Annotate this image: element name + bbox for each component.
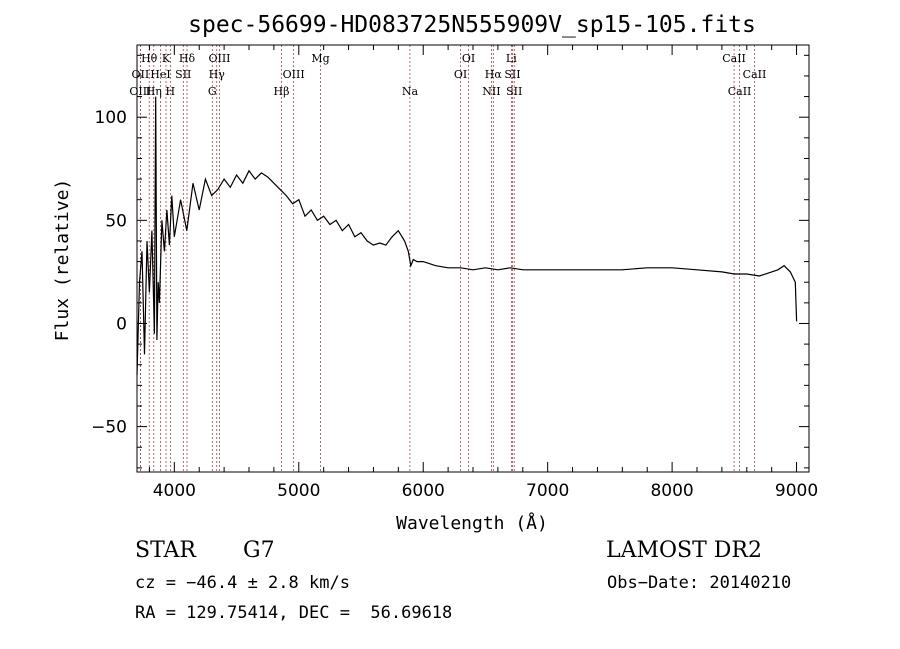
line-label-SII: SII — [504, 68, 520, 81]
observation-date: Obs−Date: 20140210 — [607, 573, 792, 593]
line-label-Li: Li — [506, 52, 517, 65]
line-label-Hα: Hα — [485, 68, 503, 81]
spectrum-line — [136, 96, 798, 376]
line-label-H: H — [166, 85, 176, 98]
line-label-OIII: OIII — [283, 68, 305, 81]
line-label-NII: NII — [482, 85, 500, 98]
x-tick-label: 8000 — [650, 481, 693, 501]
y-tick-label: 100 — [95, 108, 127, 128]
chart-title: spec-56699-HD083725N555909V_sp15-105.fit… — [188, 12, 756, 38]
line-label-G: G — [208, 85, 217, 98]
x-tick-label: 7000 — [526, 481, 569, 501]
survey-name: LAMOST DR2 — [606, 538, 762, 563]
coordinates: RA = 129.75414, DEC = 56.69618 — [135, 603, 453, 623]
line-label-HeI: HeI — [150, 68, 170, 81]
line-label-CaII: CaII — [743, 68, 767, 81]
line-label-OI: OI — [454, 68, 467, 81]
y-tick-label: 0 — [116, 314, 127, 334]
line-label-OI: OI — [462, 52, 475, 65]
line-label-Hδ: Hδ — [179, 52, 196, 65]
line-label-CaII: CaII — [728, 85, 752, 98]
y-axis-ticks: −50 0 50 100 — [91, 54, 809, 469]
line-label-SII: SII — [175, 68, 191, 81]
y-tick-label: −50 — [91, 418, 127, 438]
line-label-K: K — [162, 52, 171, 65]
object-class: STAR — [135, 538, 196, 563]
line-label-OIII: OIII — [208, 52, 230, 65]
x-tick-label: 4000 — [153, 481, 196, 501]
x-axis-label: Wavelength (Å) — [396, 512, 548, 534]
y-axis-label: Flux (relative) — [52, 179, 73, 342]
x-tick-label: 9000 — [775, 481, 818, 501]
line-label-Hγ: Hγ — [209, 68, 226, 81]
line-label-OII: OII — [132, 68, 150, 81]
line-label-Mg: Mg — [311, 52, 329, 65]
line-label-Na: Na — [402, 85, 419, 98]
line-label-Hη: Hη — [146, 85, 162, 98]
line-label-Hθ: Hθ — [141, 52, 158, 65]
line-label-CaII: CaII — [722, 52, 746, 65]
x-tick-label: 5000 — [277, 481, 320, 501]
redshift-velocity: cz = −46.4 ± 2.8 km/s — [135, 573, 350, 593]
line-label-Hβ: Hβ — [274, 85, 290, 98]
object-subclass: G7 — [243, 538, 275, 563]
spectral-line-markers — [140, 45, 755, 472]
line-label-OIII: OIII — [129, 85, 151, 98]
x-axis-ticks: 4000 5000 6000 7000 8000 9000 — [148, 45, 818, 501]
x-tick-label: 6000 — [402, 481, 445, 501]
line-label-SII: SII — [506, 85, 522, 98]
plot-frame — [136, 44, 810, 473]
y-tick-label: 50 — [105, 211, 127, 231]
